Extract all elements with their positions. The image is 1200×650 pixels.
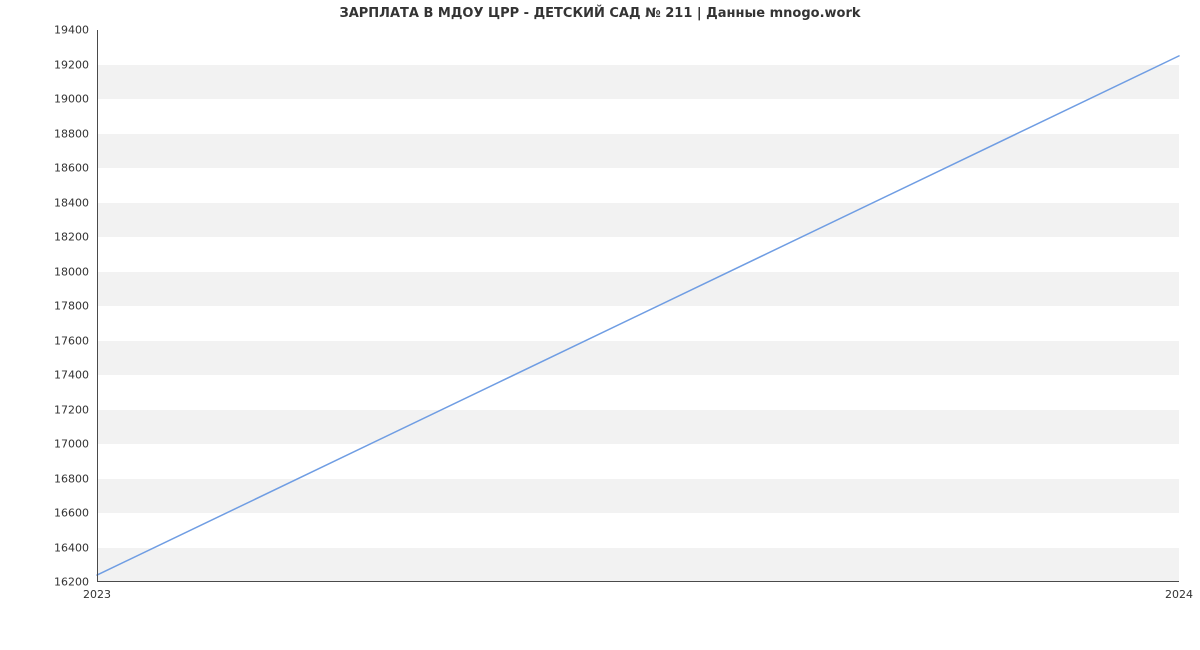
y-tick-label: 17600 xyxy=(54,334,89,347)
y-tick-label: 16400 xyxy=(54,541,89,554)
y-tick-label: 18200 xyxy=(54,231,89,244)
y-tick-label: 19000 xyxy=(54,93,89,106)
y-tick-label: 18800 xyxy=(54,127,89,140)
y-tick-label: 19400 xyxy=(54,24,89,37)
y-tick-label: 17400 xyxy=(54,369,89,382)
x-axis xyxy=(97,581,1179,582)
y-tick-label: 17000 xyxy=(54,438,89,451)
y-tick-label: 16600 xyxy=(54,507,89,520)
y-tick-label: 18600 xyxy=(54,162,89,175)
y-tick-label: 19200 xyxy=(54,58,89,71)
y-tick-label: 16800 xyxy=(54,472,89,485)
x-tick-label: 2024 xyxy=(1165,588,1193,601)
series-line xyxy=(97,30,1179,582)
salary-chart: ЗАРПЛАТА В МДОУ ЦРР - ДЕТСКИЙ САД № 211 … xyxy=(0,0,1200,650)
plot-area: 1620016400166001680017000172001740017600… xyxy=(97,30,1179,582)
y-tick-label: 17800 xyxy=(54,300,89,313)
y-axis xyxy=(97,30,98,582)
y-tick-label: 18400 xyxy=(54,196,89,209)
y-tick-label: 18000 xyxy=(54,265,89,278)
chart-title: ЗАРПЛАТА В МДОУ ЦРР - ДЕТСКИЙ САД № 211 … xyxy=(0,6,1200,21)
series-salary xyxy=(97,56,1179,575)
y-tick-label: 17200 xyxy=(54,403,89,416)
y-tick-label: 16200 xyxy=(54,576,89,589)
x-tick-label: 2023 xyxy=(83,588,111,601)
